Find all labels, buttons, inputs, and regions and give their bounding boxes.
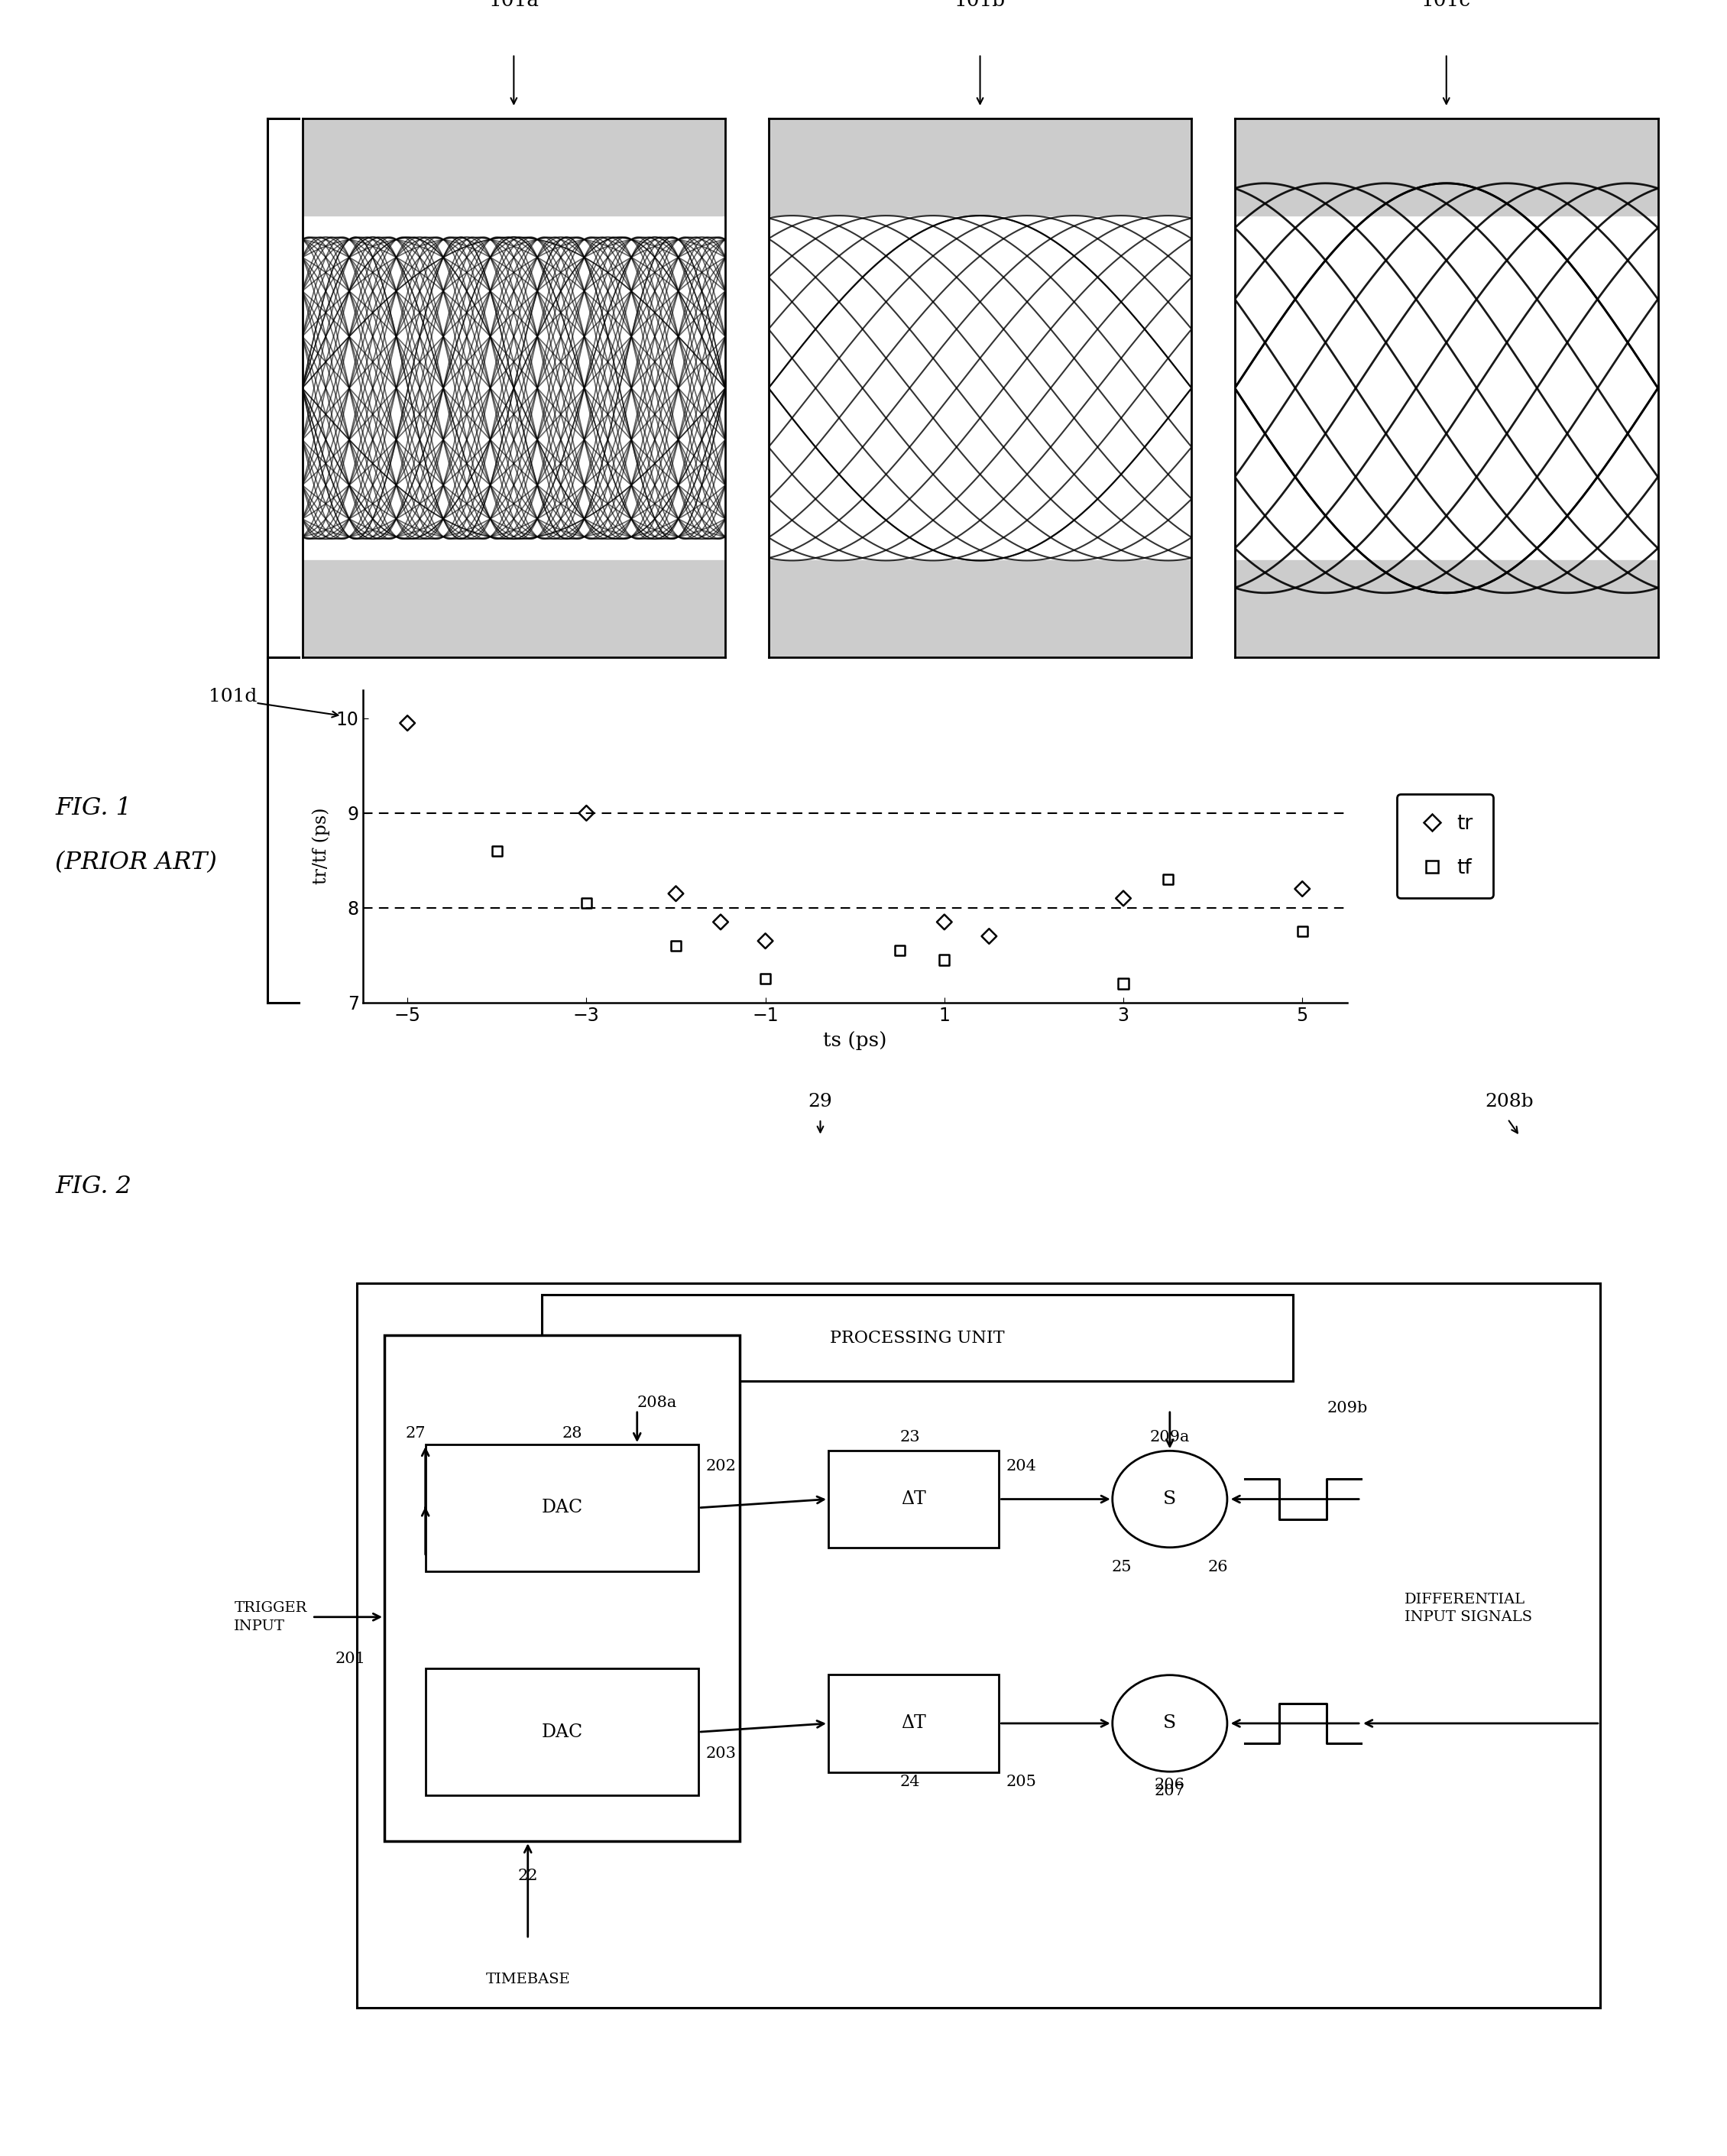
- Text: DAC: DAC: [541, 1723, 582, 1740]
- Point: [1109, 882, 1136, 916]
- Text: TRIGGER
INPUT: TRIGGER INPUT: [235, 1602, 307, 1632]
- Point: [1154, 862, 1181, 897]
- Bar: [302, 119, 725, 216]
- Bar: [829, 1675, 998, 1772]
- Text: 205: 205: [1005, 1774, 1036, 1789]
- Text: S: S: [1164, 1714, 1176, 1731]
- Bar: [425, 1669, 698, 1796]
- Bar: [542, 1296, 1294, 1382]
- Text: 206: 206: [1155, 1779, 1185, 1792]
- Text: 28: 28: [561, 1425, 582, 1440]
- Text: TIMEBASE: TIMEBASE: [485, 1973, 570, 1986]
- Point: [1109, 966, 1136, 1000]
- Point: [484, 834, 511, 869]
- Bar: [1235, 119, 1658, 216]
- Text: 29: 29: [808, 1093, 832, 1110]
- Text: PROCESSING UNIT: PROCESSING UNIT: [829, 1330, 1005, 1348]
- X-axis label: ts (ps): ts (ps): [824, 1031, 886, 1050]
- Text: 202: 202: [705, 1460, 736, 1473]
- Bar: [769, 119, 1192, 216]
- Point: [661, 929, 689, 964]
- Point: [394, 705, 421, 740]
- Text: 203: 203: [705, 1746, 736, 1761]
- Text: DAC: DAC: [541, 1498, 582, 1516]
- Text: 24: 24: [900, 1774, 920, 1789]
- Text: 22: 22: [518, 1869, 537, 1882]
- Point: [931, 906, 958, 940]
- Text: FIG. 1: FIG. 1: [55, 798, 131, 819]
- Text: 101b: 101b: [955, 0, 1005, 9]
- Text: 208b: 208b: [1485, 1093, 1534, 1110]
- Text: 209b: 209b: [1326, 1401, 1368, 1416]
- Point: [1288, 914, 1316, 949]
- Text: S: S: [1164, 1490, 1176, 1507]
- Text: 25: 25: [1112, 1559, 1133, 1574]
- Text: (PRIOR ART): (PRIOR ART): [55, 852, 218, 873]
- Text: 101a: 101a: [489, 0, 539, 9]
- Point: [1288, 871, 1316, 906]
- Bar: [385, 1335, 739, 1841]
- Text: 26: 26: [1207, 1559, 1228, 1574]
- Point: [573, 796, 601, 830]
- Point: [976, 918, 1003, 953]
- Bar: [1235, 561, 1658, 658]
- Text: 101c: 101c: [1421, 0, 1471, 9]
- Bar: [425, 1445, 698, 1572]
- Circle shape: [1112, 1451, 1228, 1548]
- Text: 208a: 208a: [637, 1395, 677, 1410]
- Bar: [769, 561, 1192, 658]
- Point: [886, 934, 914, 968]
- Text: ΔT: ΔT: [901, 1714, 926, 1731]
- Point: [573, 886, 601, 921]
- Text: DIFFERENTIAL
INPUT SIGNALS: DIFFERENTIAL INPUT SIGNALS: [1404, 1593, 1532, 1623]
- Text: 209a: 209a: [1150, 1429, 1190, 1445]
- Circle shape: [1112, 1675, 1228, 1772]
- Y-axis label: tr/tf (ps): tr/tf (ps): [313, 808, 330, 884]
- Point: [751, 962, 779, 996]
- Text: ΔT: ΔT: [901, 1490, 926, 1507]
- Point: [751, 923, 779, 957]
- Text: 27: 27: [406, 1425, 425, 1440]
- Bar: [302, 561, 725, 658]
- Legend: tr, tf: tr, tf: [1397, 793, 1494, 899]
- Bar: [357, 1283, 1599, 2007]
- Point: [706, 906, 734, 940]
- Text: 207: 207: [1155, 1783, 1185, 1798]
- Text: 204: 204: [1005, 1460, 1036, 1473]
- Bar: [829, 1451, 998, 1548]
- Text: 23: 23: [900, 1429, 920, 1445]
- Text: 101d: 101d: [209, 688, 257, 705]
- Text: FIG. 2: FIG. 2: [55, 1175, 131, 1199]
- Point: [661, 875, 689, 910]
- Point: [931, 942, 958, 977]
- Text: 201: 201: [335, 1651, 366, 1667]
